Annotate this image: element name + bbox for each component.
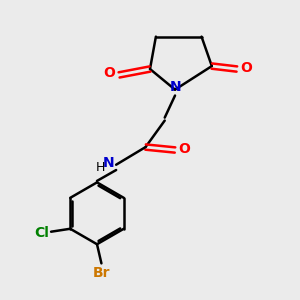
Text: O: O — [104, 66, 116, 80]
Text: O: O — [240, 61, 252, 75]
Text: N: N — [170, 80, 182, 94]
Text: N: N — [103, 156, 115, 170]
Text: Cl: Cl — [34, 226, 49, 240]
Text: H: H — [95, 161, 105, 174]
Text: Br: Br — [93, 266, 110, 280]
Text: O: O — [178, 142, 190, 155]
